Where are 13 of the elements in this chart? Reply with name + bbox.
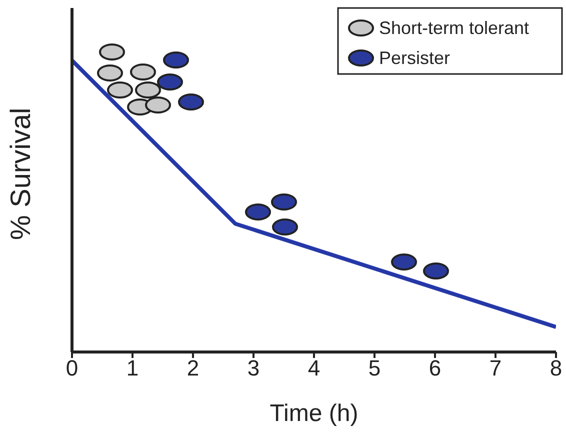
annotation: Persister xyxy=(379,48,450,68)
x-axis-title: Time (h) xyxy=(270,400,358,427)
x-tick-label: 7 xyxy=(489,356,502,381)
x-tick-label: 8 xyxy=(550,356,562,381)
y-axis-title: % Survival xyxy=(4,108,36,240)
x-tick-label: 1 xyxy=(126,356,139,381)
x-tick-label: 0 xyxy=(66,356,78,381)
text: Short-term tolerant xyxy=(379,18,530,38)
x-tick-label: 4 xyxy=(308,356,320,381)
x-tick-label: 2 xyxy=(186,356,200,381)
x-tick-label: 5 xyxy=(368,356,381,381)
x-tick-label: 3 xyxy=(247,356,260,381)
x-tick-label: 6 xyxy=(428,356,442,381)
